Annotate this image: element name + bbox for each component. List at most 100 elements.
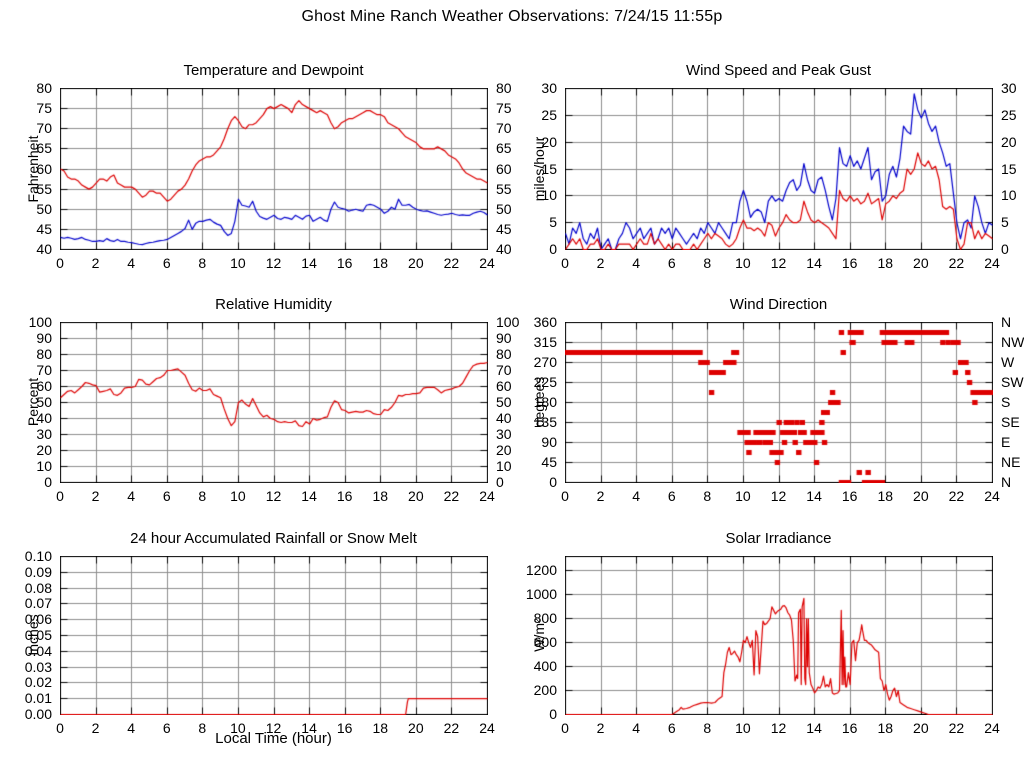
tick-label: 20 (913, 255, 929, 271)
tick-label: 80 (36, 80, 52, 96)
temperature-dewpoint-plot (60, 88, 488, 250)
tick-label: 400 (533, 658, 557, 675)
tick-label: 18 (372, 720, 389, 736)
tick-label: 24 (479, 720, 495, 736)
tick-label: 75 (36, 100, 52, 117)
tick-label: 10 (735, 720, 751, 736)
tick-label: 360 (533, 314, 557, 330)
tick-label: 55 (496, 180, 512, 197)
tick-label: 45 (36, 220, 52, 237)
tick-label: 8 (703, 255, 712, 271)
tick-label: 18 (877, 720, 894, 736)
chart-title-relative-humidity: Relative Humidity (215, 296, 332, 313)
tick-label: SE (1001, 414, 1020, 430)
tick-label: 225 (533, 374, 557, 390)
tick-label: 60 (496, 378, 512, 394)
tick-label: 0 (56, 720, 64, 736)
tick-label: 20 (36, 442, 52, 458)
tick-label: 10 (541, 187, 557, 204)
tick-label: 20 (408, 255, 424, 271)
tick-label: 2 (596, 255, 605, 271)
page-title: Ghost Mine Ranch Weather Observations: 7… (301, 8, 723, 25)
tick-label: 12 (265, 488, 282, 504)
tick-label: 0 (56, 488, 64, 504)
tick-label: 80 (496, 346, 512, 362)
tick-label: 14 (806, 488, 822, 504)
tick-label: 8 (703, 488, 712, 504)
tick-label: 180 (533, 394, 557, 410)
tick-label: 14 (301, 488, 317, 504)
tick-label: 0.05 (24, 627, 52, 643)
tick-label: 18 (372, 488, 389, 504)
tick-label: 22 (443, 255, 460, 271)
tick-label: 45 (541, 454, 557, 470)
tick-label: 6 (162, 488, 171, 504)
tick-label: 50 (36, 200, 52, 217)
tick-label: 24 (479, 488, 495, 504)
tick-label: 12 (265, 720, 282, 736)
chart-title-rainfall: 24 hour Accumulated Rainfall or Snow Mel… (130, 530, 417, 547)
tick-label: 70 (496, 120, 512, 137)
tick-label: 20 (913, 488, 929, 504)
tick-label: 0 (549, 706, 557, 722)
tick-label: 60 (36, 378, 52, 394)
tick-label: 10 (735, 255, 751, 271)
tick-label: 24 (984, 255, 1000, 271)
tick-label: 1200 (525, 562, 557, 579)
rainfall-plot (60, 556, 488, 715)
tick-label: 24 (984, 720, 1000, 736)
tick-label: 10 (1001, 187, 1017, 204)
tick-label: 60 (496, 160, 512, 177)
tick-label: 65 (496, 140, 512, 157)
tick-label: 45 (496, 220, 512, 237)
tick-label: 2 (91, 488, 100, 504)
tick-label: 0 (549, 241, 557, 257)
tick-label: 24 (479, 255, 495, 271)
tick-label: 14 (301, 255, 317, 271)
tick-label: 16 (841, 488, 858, 504)
tick-label: 2 (596, 720, 605, 736)
tick-label: 18 (372, 255, 389, 271)
tick-label: 20 (408, 488, 424, 504)
tick-label: 8 (198, 255, 207, 271)
tick-label: 8 (703, 720, 712, 736)
tick-label: 15 (1001, 160, 1017, 177)
tick-label: 22 (948, 720, 965, 736)
tick-label: 70 (36, 120, 52, 137)
tick-label: NW (1001, 334, 1024, 350)
tick-label: 22 (948, 255, 965, 271)
tick-label: 30 (496, 426, 512, 442)
tick-label: 600 (533, 634, 557, 651)
tick-label: 4 (127, 720, 136, 736)
tick-label: 12 (265, 255, 282, 271)
tick-label: 60 (36, 160, 52, 177)
tick-label: 65 (36, 140, 52, 157)
chart-title-solar-irradiance: Solar Irradiance (725, 530, 832, 547)
tick-label: 18 (877, 255, 894, 271)
tick-label: 20 (408, 720, 424, 736)
tick-label: 0 (44, 474, 52, 490)
tick-label: 55 (36, 180, 52, 197)
tick-label: 14 (806, 255, 822, 271)
x-axis-label-local-time: Local Time (hour) (215, 730, 332, 747)
tick-label: 135 (533, 414, 557, 430)
tick-label: 0.04 (24, 642, 52, 659)
tick-label: 6 (162, 720, 171, 736)
tick-label: 0.10 (24, 548, 52, 564)
tick-label: 800 (533, 610, 557, 627)
tick-label: 4 (632, 488, 641, 504)
tick-label: 0.02 (24, 674, 52, 691)
tick-label: 10 (36, 458, 52, 474)
tick-label: 0 (496, 474, 504, 490)
tick-label: 0 (561, 720, 569, 736)
tick-label: 0.08 (24, 579, 52, 596)
tick-label: 5 (549, 214, 557, 231)
tick-label: 12 (770, 255, 787, 271)
tick-label: 22 (443, 488, 460, 504)
tick-label: 1000 (525, 586, 557, 603)
tick-label: 0 (56, 255, 64, 271)
tick-label: 70 (496, 362, 512, 378)
tick-label: 4 (127, 488, 136, 504)
tick-label: 10 (230, 488, 246, 504)
